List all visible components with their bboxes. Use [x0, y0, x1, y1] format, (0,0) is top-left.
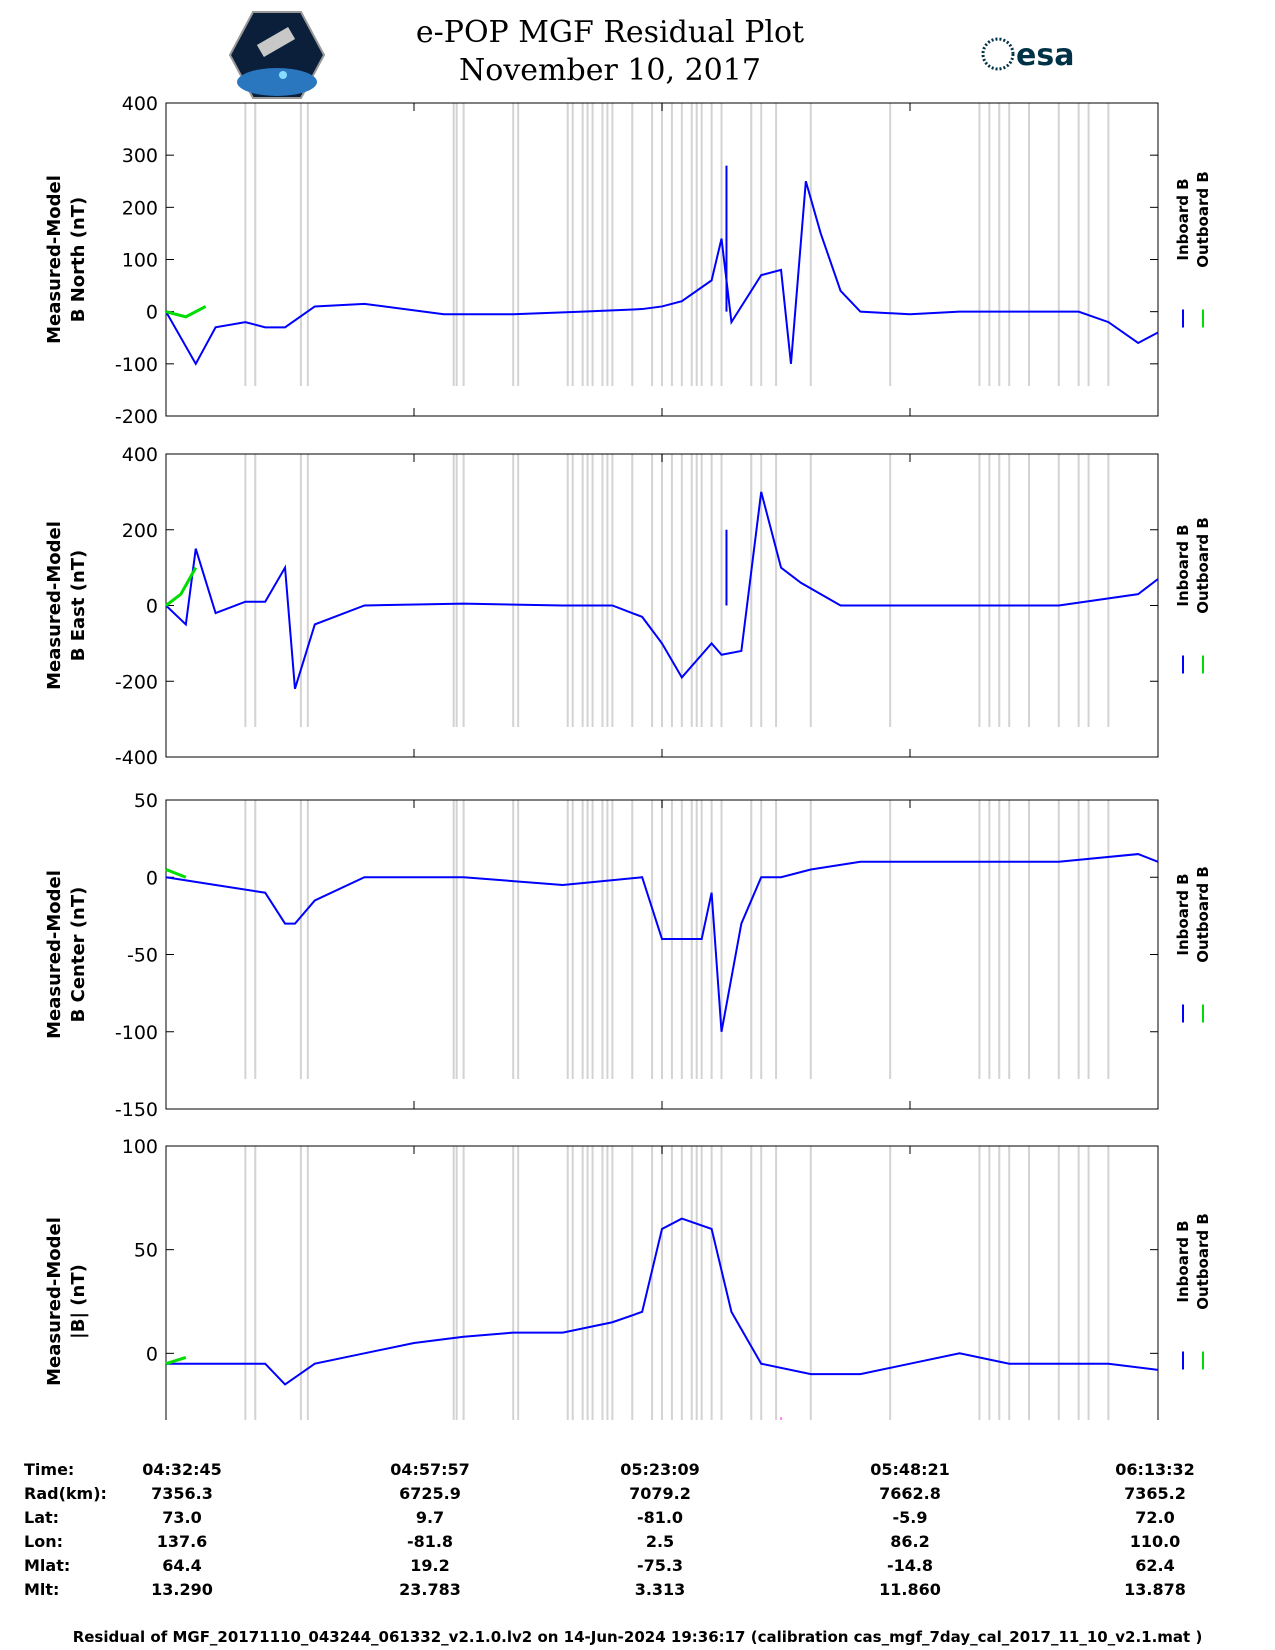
- info-row-label: Rad(km):: [24, 1484, 107, 1503]
- y-tick-label: 50: [134, 1240, 158, 1262]
- legend-label: Outboard B: [1194, 517, 1212, 614]
- plot-title: e-POP MGF Residual Plot: [415, 15, 805, 50]
- y-tick-label: 400: [122, 93, 158, 115]
- info-cell: 13.290: [151, 1580, 213, 1599]
- info-cell: 7079.2: [629, 1484, 691, 1503]
- y-tick-label: 400: [122, 444, 158, 466]
- info-cell: 23.783: [399, 1580, 461, 1599]
- y-tick-label: 0: [146, 1343, 158, 1365]
- esa-logo: esa: [981, 37, 1074, 73]
- legend: Inboard B Outboard B: [1174, 1213, 1212, 1370]
- info-cell: 86.2: [890, 1532, 930, 1551]
- info-cell: 7356.3: [151, 1484, 213, 1503]
- y-tick-label: 200: [122, 197, 158, 219]
- y-tick-label: -100: [115, 354, 158, 376]
- y-tick-label: 300: [122, 145, 158, 167]
- y-axis-label: B North (nT): [68, 197, 89, 323]
- legend-label: Outboard B: [1194, 1213, 1212, 1310]
- y-tick-label: -150: [115, 1099, 158, 1121]
- info-cell: 73.0: [162, 1508, 202, 1527]
- series-line-outboard: [165, 305, 207, 319]
- legend-label: Inboard B: [1174, 1220, 1192, 1302]
- info-row-label: Lon:: [24, 1532, 63, 1551]
- y-tick-label: -200: [115, 671, 158, 693]
- info-cell: 04:32:45: [142, 1460, 222, 1479]
- legend-label: Inboard B: [1174, 873, 1192, 955]
- y-tick-label: 100: [122, 1136, 158, 1158]
- chart-panel-1: 400 300 200 100 0 -100 -200 Measured-Model B Nor…: [44, 93, 1212, 428]
- info-row-label: Lat:: [24, 1508, 60, 1527]
- legend: Inboard B Outboard B: [1174, 866, 1212, 1023]
- plot-date: November 10, 2017: [459, 53, 761, 88]
- y-axis-label: Measured-Model: [44, 870, 65, 1039]
- y-axis-label: Measured-Model: [44, 521, 65, 690]
- series-line-inboard: [165, 853, 1159, 1032]
- info-row-label: Mlat:: [24, 1556, 71, 1575]
- y-tick-label: 100: [122, 250, 158, 272]
- legend-label: Inboard B: [1174, 524, 1192, 606]
- legend: Inboard B Outboard B: [1174, 171, 1212, 328]
- chart-panel-2: 400 200 0 -200 -400 Measured-Model B East (nT)…: [44, 444, 1212, 769]
- y-tick-label: -50: [127, 945, 158, 967]
- info-cell: 72.0: [1135, 1508, 1175, 1527]
- info-cell: -5.9: [892, 1508, 928, 1527]
- info-cell: 19.2: [410, 1556, 450, 1575]
- series-line-outboard: [165, 566, 198, 607]
- cassiope-logo: [228, 11, 326, 99]
- y-axis-label: B East (nT): [68, 550, 89, 662]
- esa-logo-text: esa: [1016, 38, 1074, 73]
- info-cell: -81.8: [406, 1532, 454, 1551]
- orbit-info-table: Time: Rad(km): Lat: Lon: Mlat: Mlt: 04:32:45 73…: [0, 1460, 1275, 1610]
- y-axis-label: Measured-Model: [44, 1217, 65, 1386]
- legend-label: Inboard B: [1174, 178, 1192, 260]
- info-cell: 06:13:32: [1115, 1460, 1195, 1479]
- info-cell: -14.8: [886, 1556, 934, 1575]
- y-tick-label: -100: [115, 1022, 158, 1044]
- info-cell: 04:57:57: [390, 1460, 470, 1479]
- y-tick-label: 0: [146, 302, 158, 324]
- info-row-label: Mlt:: [24, 1580, 60, 1599]
- chart-panel-3: 50 0 -50 -100 -150 Measured-Model B Center (nT…: [44, 790, 1212, 1121]
- plot-title-block: e-POP MGF Residual Plot November 10, 201…: [350, 14, 870, 90]
- y-tick-label: -400: [115, 747, 158, 769]
- info-cell: 05:23:09: [620, 1460, 700, 1479]
- legend-label: Outboard B: [1194, 171, 1212, 268]
- info-cell: 110.0: [1129, 1532, 1181, 1551]
- info-cell: 137.6: [156, 1532, 208, 1551]
- info-cell: 7662.8: [879, 1484, 941, 1503]
- info-cell: 64.4: [162, 1556, 202, 1575]
- y-tick-label: 0: [146, 596, 158, 618]
- y-axis-label: |B| (nT): [68, 1264, 89, 1339]
- info-cell: 7365.2: [1124, 1484, 1186, 1503]
- info-cell: 13.878: [1124, 1580, 1186, 1599]
- y-axis-label: Measured-Model: [44, 175, 65, 344]
- series-line-outboard: [165, 868, 187, 879]
- y-tick-label: 0: [146, 867, 158, 889]
- info-cell: -75.3: [636, 1556, 684, 1575]
- y-axis-label: B Center (nT): [68, 887, 89, 1023]
- series-line-inboard: [165, 491, 1159, 690]
- legend: Inboard B Outboard B: [1174, 517, 1212, 674]
- info-cell: -81.0: [636, 1508, 684, 1527]
- info-cell: 2.5: [645, 1532, 675, 1551]
- info-cell: 3.313: [634, 1580, 686, 1599]
- series-line-outboard: [165, 1356, 187, 1366]
- info-cell: 11.860: [879, 1580, 941, 1599]
- legend-label: Outboard B: [1194, 866, 1212, 963]
- info-cell: 6725.9: [399, 1484, 461, 1503]
- series-line-inboard: [166, 1217, 1159, 1386]
- info-cell: 05:48:21: [870, 1460, 950, 1479]
- y-tick-label: -200: [115, 406, 158, 428]
- y-tick-label: 200: [122, 520, 158, 542]
- info-row-label: Time:: [24, 1460, 75, 1479]
- info-cell: 9.7: [415, 1508, 445, 1527]
- footer-caption: Residual of MGF_20171110_043244_061332_v…: [72, 1628, 1203, 1646]
- y-tick-label: 50: [134, 790, 158, 812]
- info-cell: 62.4: [1135, 1556, 1175, 1575]
